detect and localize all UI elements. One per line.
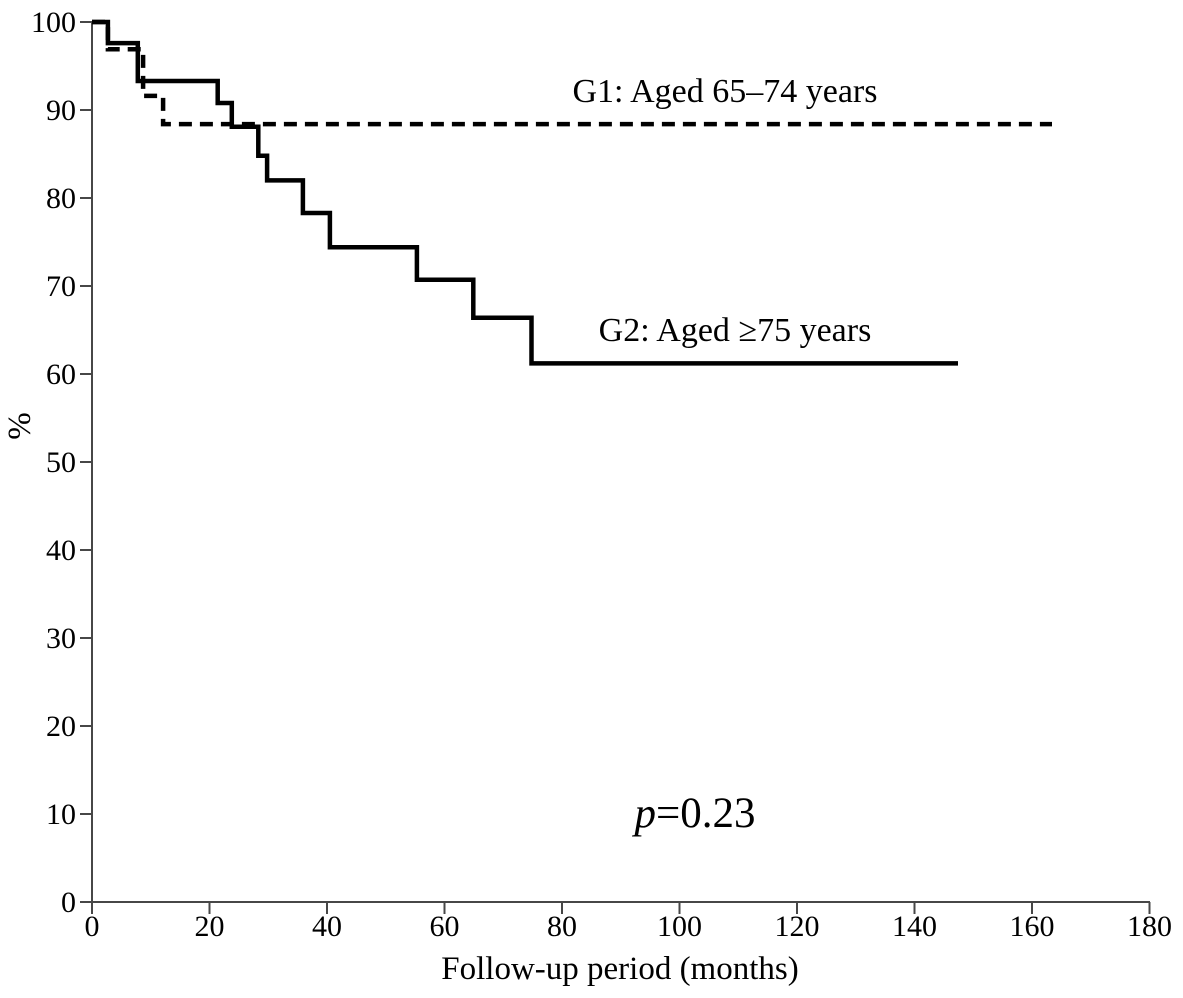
y-tick-label: 90: [46, 94, 76, 127]
y-tick-label: 40: [46, 534, 76, 567]
survival-curves: [92, 19, 1052, 366]
y-tick-label: 60: [46, 358, 76, 391]
p-value-symbol: p: [631, 790, 656, 837]
curve-g1: [92, 19, 1052, 127]
x-tick-label: 0: [85, 910, 100, 943]
p-value-number: =0.23: [656, 790, 756, 837]
x-axis-title: Follow-up period (months): [441, 951, 798, 987]
curve-g2: [92, 19, 958, 366]
y-tick-label: 0: [61, 886, 76, 919]
x-tick-label: 80: [547, 910, 577, 943]
x-tick-label: 140: [892, 910, 937, 943]
x-tick-label: 100: [657, 910, 702, 943]
y-tick-label: 50: [46, 446, 76, 479]
x-tick-label: 160: [1010, 910, 1055, 943]
p-value-label: p=0.23: [631, 790, 755, 837]
y-tick-label: 70: [46, 270, 76, 303]
curve-label-g1: G1: Aged 65–74 years: [572, 73, 877, 110]
x-tick-label: 20: [195, 910, 225, 943]
x-tick-label: 40: [312, 910, 342, 943]
x-tick-label: 120: [775, 910, 820, 943]
y-tick-label: 100: [31, 6, 76, 39]
y-tick-label: 30: [46, 622, 76, 655]
curve-label-g2: G2: Aged ≥75 years: [599, 312, 872, 349]
axes: 0 10 20 30 40 50 60 70 80 90 100 0 20 40 60 80 100 120 140…: [31, 6, 1172, 943]
x-tick-label: 60: [430, 910, 460, 943]
y-tick-label: 10: [46, 798, 76, 831]
y-axis-title: %: [2, 412, 38, 440]
x-tick-label: 180: [1127, 910, 1172, 943]
y-tick-label: 80: [46, 182, 76, 215]
y-tick-label: 20: [46, 710, 76, 743]
